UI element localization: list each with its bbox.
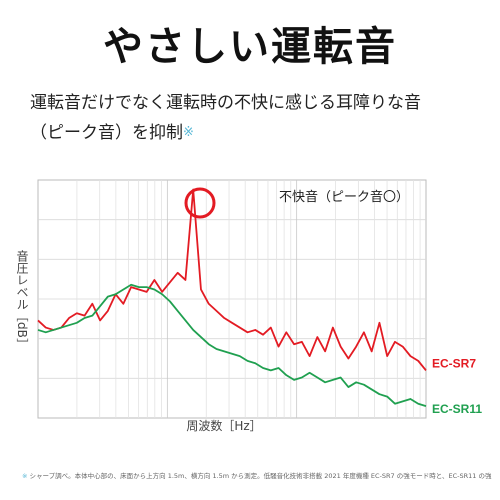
lead-line-1: 運転音だけでなく運転時の不快に感じる耳障りな音 — [30, 93, 421, 113]
lead-line-2: （ピーク音）を抑制※ — [30, 118, 480, 148]
series-line-ec-sr7 — [37, 188, 427, 371]
noise-chart: 不快音（ピーク音〇） 音圧レベル［dB］ 周波数［Hz］ EC-SR7EC-SR… — [15, 179, 482, 433]
chart-series — [37, 188, 427, 407]
x-axis-label: 周波数［Hz］ — [186, 418, 261, 433]
legend-label-ec-sr11: EC-SR11 — [432, 402, 482, 416]
series-line-ec-sr11 — [37, 283, 427, 407]
peak-highlight-circle — [184, 187, 216, 219]
chart-annotation: 不快音（ピーク音〇） — [279, 189, 409, 204]
lead-text: 運転音だけでなく運転時の不快に感じる耳障りな音 （ピーク音）を抑制※ — [30, 88, 480, 148]
y-axis-label: 音圧レベル［dB］ — [15, 249, 29, 350]
note-mark: ※ — [183, 125, 194, 140]
footnote: ※ シャープ調べ。本体中心部の、床面から上方向 1.5m、横方向 1.5m から… — [22, 470, 492, 480]
chart-grid — [38, 180, 426, 418]
footnote-text: シャープ調べ。本体中心部の、床面から上方向 1.5m、横方向 1.5m から測定… — [29, 472, 492, 480]
legend-label-ec-sr7: EC-SR7 — [432, 356, 476, 370]
headline: やさしい運転音 — [103, 24, 397, 70]
lead-line-2-text: （ピーク音）を抑制 — [30, 123, 183, 143]
footnote-mark: ※ — [22, 472, 28, 480]
chart-legend: EC-SR7 EC-SR11 — [432, 356, 482, 416]
